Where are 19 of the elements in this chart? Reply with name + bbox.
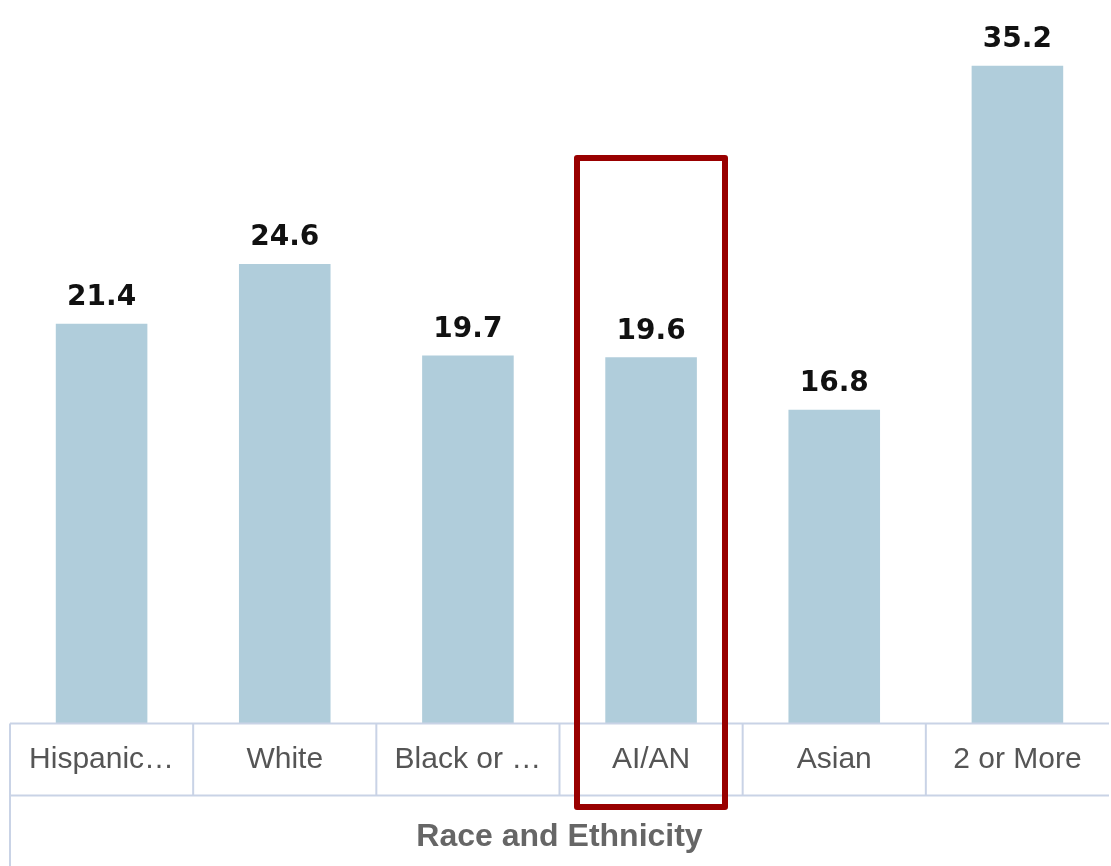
x-tick-label: Black or … xyxy=(394,740,542,774)
x-tick-label: 2 or More xyxy=(953,740,1082,774)
bar xyxy=(422,355,514,724)
bar xyxy=(788,409,881,724)
x-axis-title: Race and Ethnicity xyxy=(416,816,703,853)
bar xyxy=(238,263,331,724)
data-label: 16.8 xyxy=(799,364,869,398)
data-label: 35.2 xyxy=(982,21,1052,55)
x-tick-label: AI/AN xyxy=(611,740,691,774)
bar xyxy=(55,323,148,724)
x-tick-label: Asian xyxy=(796,740,872,774)
x-tick-label: White xyxy=(246,740,324,774)
data-label: 19.7 xyxy=(433,310,503,344)
bar xyxy=(605,357,697,724)
data-label: 24.6 xyxy=(250,219,320,253)
data-label: 21.4 xyxy=(67,278,137,312)
x-tick-label: Hispanic… xyxy=(29,740,175,774)
data-label: 19.6 xyxy=(616,312,686,346)
bar xyxy=(971,65,1064,724)
